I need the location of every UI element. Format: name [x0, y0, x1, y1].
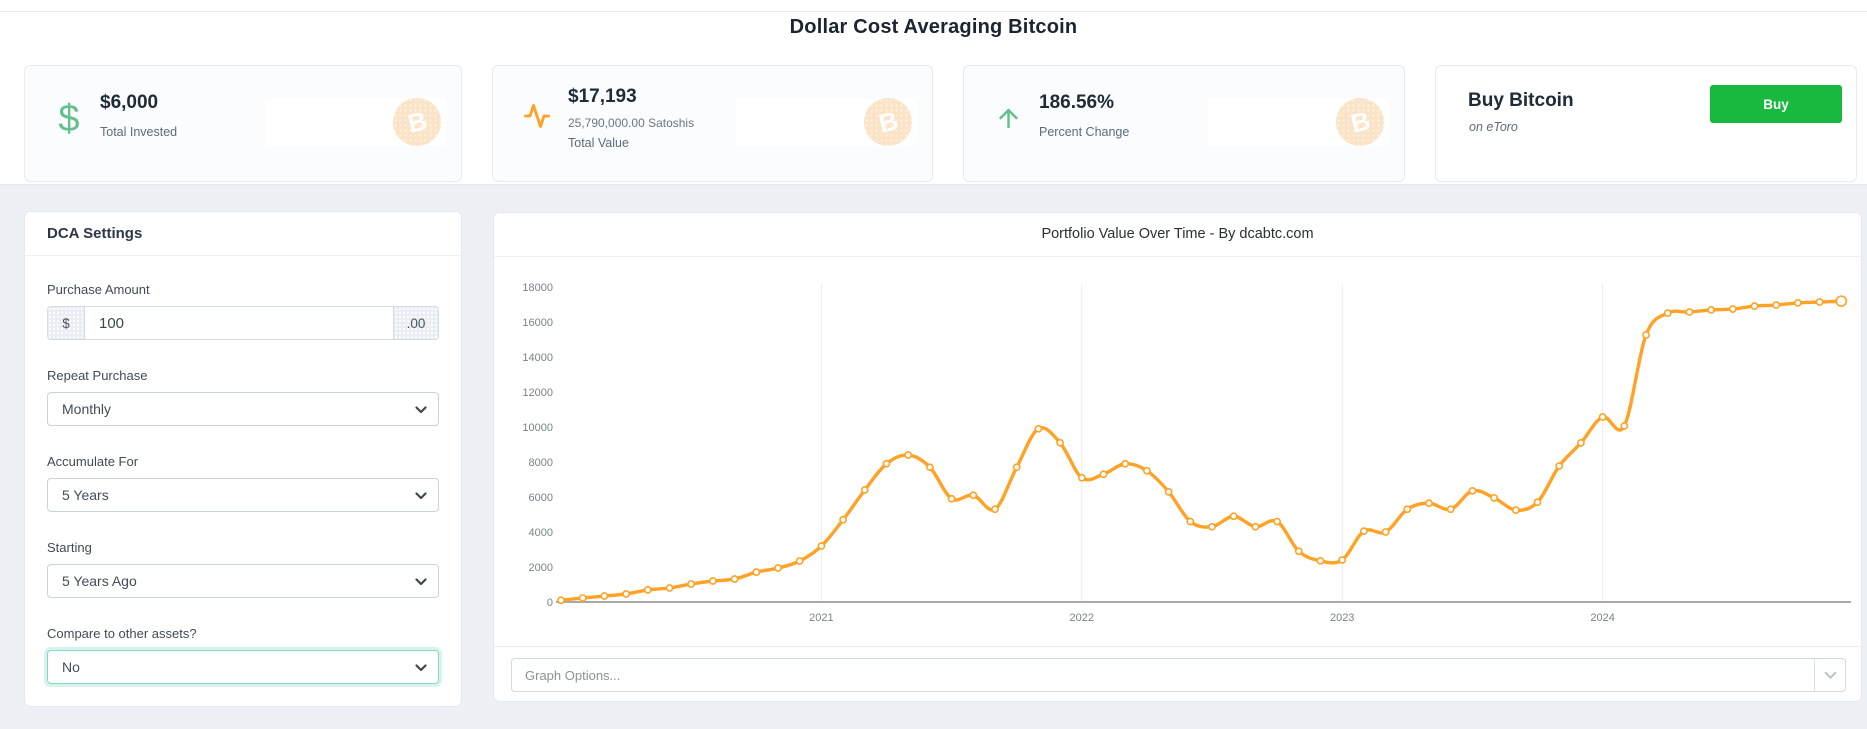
buy-bitcoin-title: Buy Bitcoin — [1468, 90, 1574, 111]
purchase-amount-label: Purchase Amount — [47, 282, 150, 297]
activity-icon — [522, 96, 552, 136]
graph-options-placeholder: Graph Options... — [525, 667, 621, 683]
svg-text:18000: 18000 — [522, 282, 553, 294]
repeat-purchase-select[interactable]: Monthly — [47, 392, 439, 426]
total-value-label: Total Value — [568, 136, 629, 150]
compare-assets-label: Compare to other assets? — [47, 626, 197, 641]
page-title: Dollar Cost Averaging Bitcoin — [789, 16, 1078, 38]
chevron-down-icon — [415, 659, 427, 675]
repeat-purchase-value: Monthly — [62, 401, 112, 417]
percent-change-label: Percent Change — [1039, 125, 1130, 139]
total-invested-card: $ $6,000 Total Invested B — [24, 65, 462, 182]
portfolio-graph-panel: Portfolio Value Over Time - By dcabtc.co… — [493, 212, 1862, 702]
percent-change-value: 186.56% — [1039, 92, 1115, 113]
buy-button[interactable]: Buy — [1710, 85, 1842, 123]
bitcoin-icon: B — [1336, 98, 1384, 146]
percent-change-card: 186.56% Percent Change B — [963, 65, 1405, 182]
graph-title: Portfolio Value Over Time - By dcabtc.co… — [494, 213, 1861, 257]
buy-bitcoin-card: Buy Bitcoin on eToro Buy — [1435, 65, 1857, 182]
bitcoin-watermark: B — [736, 98, 917, 146]
bitcoin-icon: B — [864, 98, 912, 146]
compare-assets-value: No — [62, 659, 80, 675]
starting-value: 5 Years Ago — [62, 573, 137, 589]
svg-text:2024: 2024 — [1590, 612, 1614, 624]
dca-settings-header: DCA Settings — [25, 212, 461, 256]
total-invested-value: $6,000 — [100, 92, 159, 113]
arrow-up-icon — [993, 98, 1023, 138]
total-value-satoshis: 25,790,000.00 Satoshis — [568, 116, 695, 130]
svg-text:6000: 6000 — [529, 492, 553, 504]
top-divider — [0, 11, 1867, 12]
portfolio-line-chart: 2021 2022 2023 2024 0 2000 4000 6000 8000 10000 12… — [494, 257, 1861, 646]
starting-select[interactable]: 5 Years Ago — [47, 564, 439, 598]
svg-text:2021: 2021 — [809, 612, 833, 624]
buy-bitcoin-subtitle: on eToro — [1469, 120, 1518, 134]
graph-footer: Graph Options... — [494, 646, 1861, 703]
purchase-amount-group: $ .00 — [47, 306, 439, 340]
svg-text:2022: 2022 — [1070, 612, 1094, 624]
accumulate-for-select[interactable]: 5 Years — [47, 478, 439, 512]
starting-label: Starting — [47, 540, 92, 555]
svg-text:8000: 8000 — [529, 457, 553, 469]
compare-assets-select[interactable]: No — [47, 650, 439, 684]
svg-text:14000: 14000 — [522, 352, 553, 364]
chevron-down-icon — [415, 573, 427, 589]
dollar-icon: $ — [58, 98, 80, 140]
svg-text:12000: 12000 — [522, 387, 553, 399]
chevron-down-icon — [415, 401, 427, 417]
accumulate-for-label: Accumulate For — [47, 454, 139, 469]
svg-text:2023: 2023 — [1330, 612, 1354, 624]
svg-text:16000: 16000 — [522, 317, 553, 329]
cents-suffix: .00 — [393, 307, 438, 339]
purchase-amount-input[interactable] — [85, 307, 393, 339]
dca-settings-panel: DCA Settings Purchase Amount $ .00 Repea… — [24, 211, 462, 707]
svg-text:2000: 2000 — [529, 562, 553, 574]
bitcoin-watermark: B — [1208, 98, 1389, 146]
currency-prefix: $ — [48, 307, 85, 339]
top-section: Dollar Cost Averaging Bitcoin $ $6,000 T… — [0, 0, 1867, 185]
repeat-purchase-label: Repeat Purchase — [47, 368, 148, 383]
chart-canvas: 2021 2022 2023 2024 0 2000 4000 6000 8000 10000 12… — [522, 282, 1851, 624]
svg-text:10000: 10000 — [522, 422, 553, 434]
chevron-down-icon — [1814, 659, 1845, 691]
bitcoin-icon: B — [393, 98, 441, 146]
accumulate-for-value: 5 Years — [62, 487, 109, 503]
total-invested-label: Total Invested — [100, 125, 178, 139]
bitcoin-watermark: B — [265, 98, 446, 146]
total-value-amount: $17,193 — [568, 86, 637, 107]
graph-options-select[interactable]: Graph Options... — [511, 658, 1846, 692]
total-value-card: $17,193 25,790,000.00 Satoshis Total Val… — [492, 65, 933, 182]
svg-text:0: 0 — [547, 597, 553, 609]
svg-text:4000: 4000 — [529, 527, 553, 539]
chevron-down-icon — [415, 487, 427, 503]
